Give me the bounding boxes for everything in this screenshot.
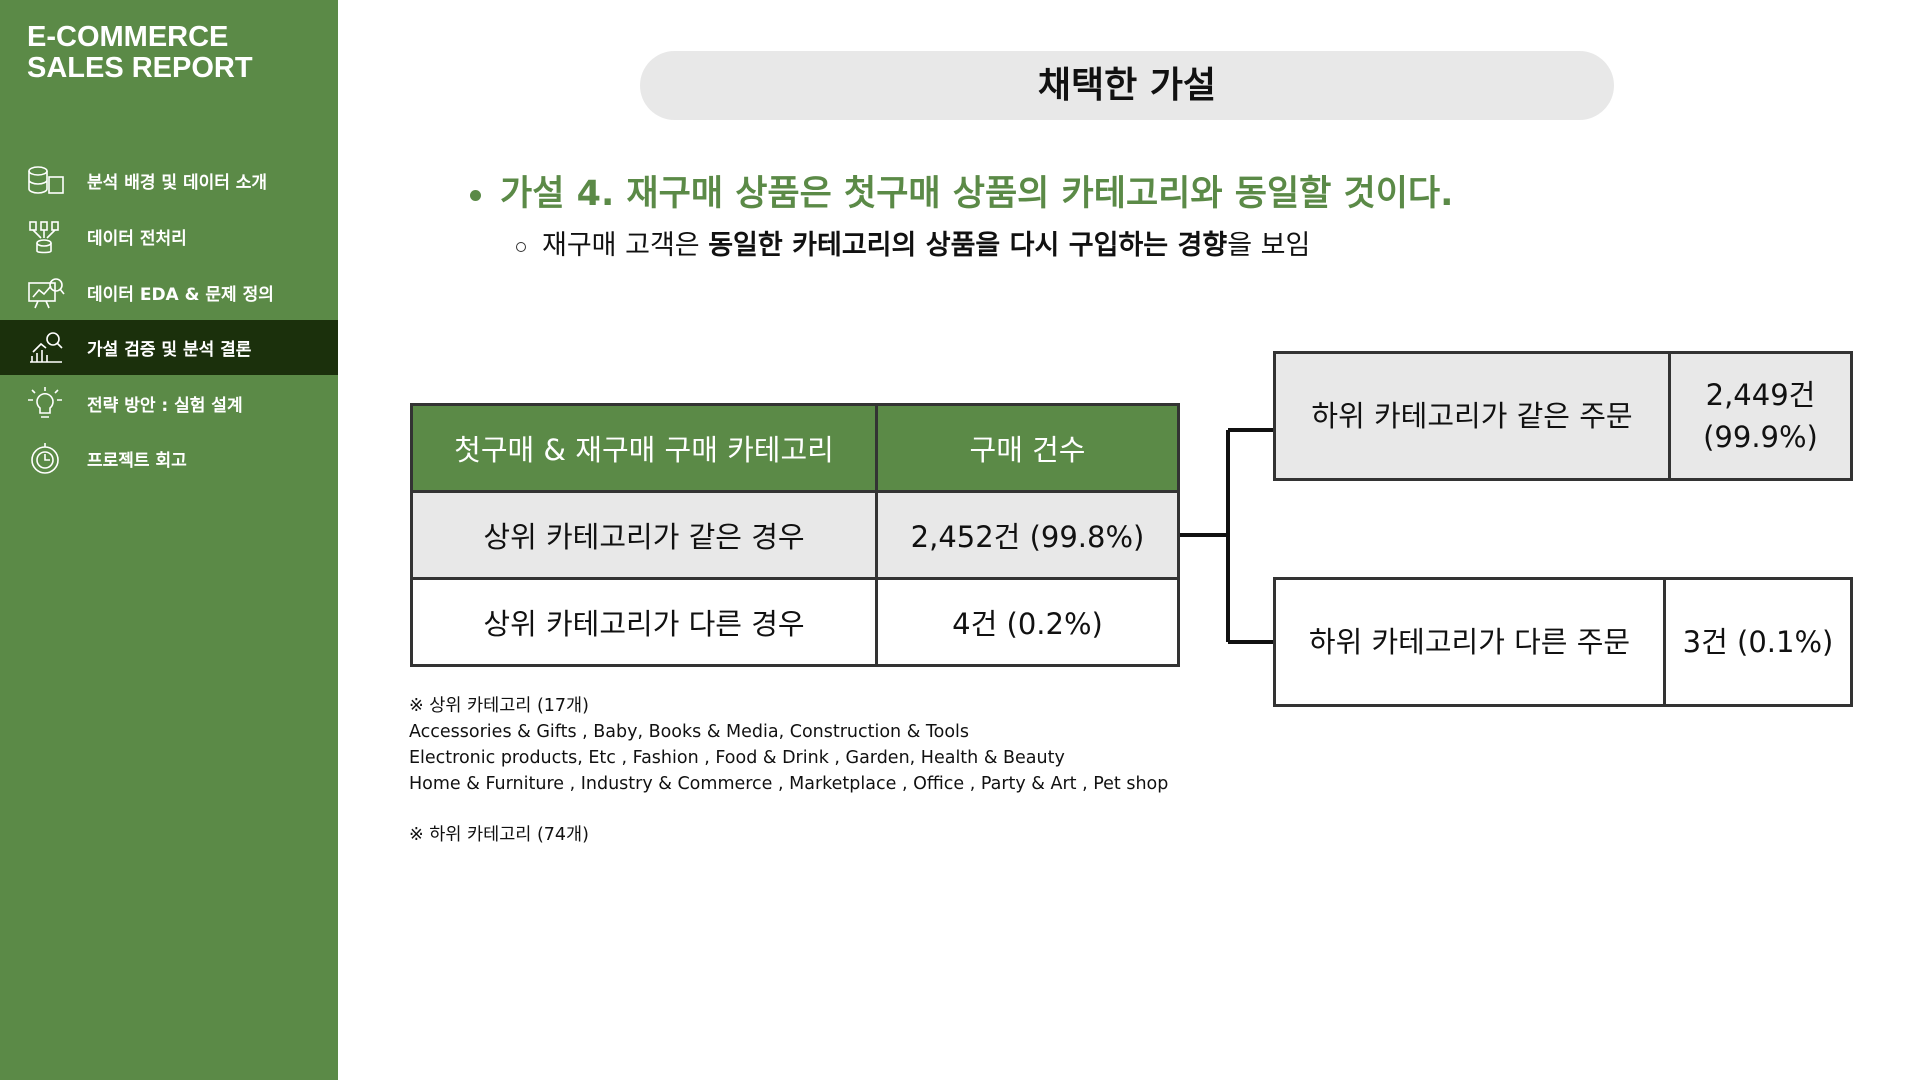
header-cell: 구매 건수	[875, 403, 1180, 493]
header-cell: 첫구매 & 재구매 구매 카테고리	[410, 403, 878, 493]
menu-item[interactable]: 전략 방안 : 실험 설계	[0, 376, 338, 431]
menu-icon	[31, 442, 59, 474]
menu-icon	[29, 220, 59, 253]
breakdown-box: 하위 카테고리가 같은 주문 2,449건 (99.9%)	[1273, 351, 1853, 481]
note-line: Home & Furniture , Industry & Commerce ,…	[409, 774, 1169, 794]
menu-item[interactable]: 분석 배경 및 데이터 소개	[0, 153, 338, 208]
text: 재구매 고객은	[542, 230, 709, 261]
menu-icon	[30, 331, 63, 363]
section-title: 채택한 가설	[640, 51, 1614, 120]
menu-item[interactable]: 데이터 EDA & 문제 정의	[0, 265, 338, 320]
note-line: ※ 상위 카테고리 (17개)	[409, 696, 589, 716]
report-title: E-COMMERCE SALES REPORT	[27, 22, 253, 84]
menu-label: 가설 검증 및 분석 결론	[87, 340, 252, 360]
menu-label: 데이터 전처리	[87, 229, 187, 249]
note-line: Electronic products, Etc , Fashion , Foo…	[409, 748, 1065, 768]
cell: 2,452건 (99.8%)	[875, 490, 1180, 580]
label: 하위 카테고리가 같은 주문	[1273, 351, 1671, 481]
cell: 상위 카테고리가 같은 경우	[410, 490, 878, 580]
title-line: SALES REPORT	[27, 52, 253, 84]
notes: ※ 상위 카테고리 (17개) Accessories & Gifts , Ba…	[409, 693, 1168, 848]
bracket	[1180, 428, 1273, 644]
value-line: (99.9%)	[1703, 420, 1818, 454]
value-line: 2,449건	[1705, 378, 1816, 412]
title-line: E-COMMERCE	[27, 21, 229, 53]
category-table: 첫구매 & 재구매 구매 카테고리 구매 건수 상위 카테고리가 같은 경우 2,4…	[410, 403, 1180, 667]
menu-label: 분석 배경 및 데이터 소개	[87, 173, 268, 193]
menu-icon	[28, 386, 62, 418]
value: 3건 (0.1%)	[1663, 577, 1853, 707]
menu-item[interactable]: 가설 검증 및 분석 결론	[0, 320, 338, 375]
menu-label: 데이터 EDA & 문제 정의	[87, 285, 274, 305]
value: 2,449건 (99.9%)	[1668, 351, 1853, 481]
menu-icon	[28, 165, 64, 194]
menu-icon	[28, 277, 65, 308]
label: 하위 카테고리가 다른 주문	[1273, 577, 1666, 707]
breakdown-box: 하위 카테고리가 다른 주문 3건 (0.1%)	[1273, 577, 1853, 707]
hypothesis-heading: 가설 4. 재구매 상품은 첫구매 상품의 카테고리와 동일할 것이다.	[470, 165, 1453, 216]
menu-label: 전략 방안 : 실험 설계	[87, 396, 243, 416]
note-line: ※ 하위 카테고리 (74개)	[409, 825, 589, 845]
menu-item[interactable]: 프로젝트 회고	[0, 431, 338, 486]
text: 을 보임	[1227, 230, 1311, 261]
note-line: Accessories & Gifts , Baby, Books & Medi…	[409, 722, 970, 742]
hypothesis-detail: 재구매 고객은 동일한 카테고리의 상품을 다시 구입하는 경향을 보임	[516, 223, 1310, 262]
emphasis: 동일한 카테고리의 상품을 다시 구입하는 경향	[708, 230, 1228, 261]
cell: 상위 카테고리가 다른 경우	[410, 577, 878, 667]
menu-item[interactable]: 데이터 전처리	[0, 209, 338, 264]
cell: 4건 (0.2%)	[875, 577, 1180, 667]
menu-label: 프로젝트 회고	[87, 451, 187, 471]
